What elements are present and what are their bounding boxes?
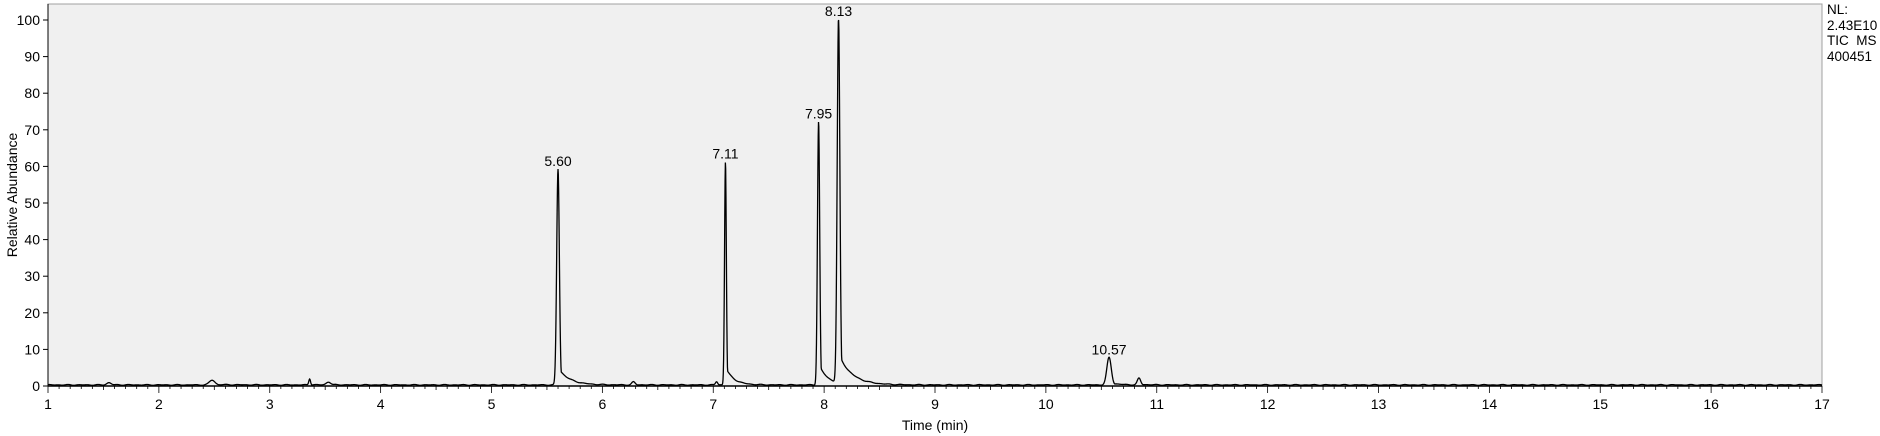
y-axis: 0 10 20 30 40 50 60 70 80 90 100 — [17, 12, 48, 394]
x-tick-label: 3 — [266, 396, 274, 412]
peak-label: 7.95 — [805, 105, 832, 121]
y-tick-label: 90 — [24, 49, 40, 65]
x-tick-label: 13 — [1371, 396, 1387, 412]
normalization-label: NL: — [1827, 2, 1849, 17]
x-tick-label: 15 — [1592, 396, 1608, 412]
x-tick-label: 11 — [1149, 396, 1164, 412]
x-tick-label: 10 — [1038, 396, 1054, 412]
normalization-value: 2.43E10 — [1827, 17, 1878, 33]
y-axis-title: Relative Abundance — [4, 133, 20, 258]
x-tick-label: 8 — [820, 396, 828, 412]
x-tick-label: 1 — [44, 396, 52, 412]
x-tick-label: 9 — [931, 396, 939, 412]
y-tick-label: 10 — [24, 341, 40, 357]
x-axis: 1 2 3 4 5 6 7 8 9 10 11 12 13 14 15 16 17 — [44, 386, 1830, 412]
y-tick-label: 0 — [32, 378, 40, 394]
y-tick-label: 70 — [24, 122, 40, 138]
y-tick-label: 100 — [17, 12, 41, 28]
x-tick-label: 5 — [488, 396, 496, 412]
x-tick-label: 12 — [1260, 396, 1276, 412]
peak-label: 5.60 — [544, 153, 571, 169]
sample-id: 400451 — [1827, 48, 1873, 64]
y-tick-label: 40 — [24, 232, 40, 248]
y-tick-label: 20 — [24, 305, 40, 321]
peak-label: 8.13 — [825, 3, 852, 19]
x-axis-title: Time (min) — [902, 417, 968, 433]
peak-labels: 5.60 7.11 7.95 8.13 10.57 — [544, 3, 1126, 358]
scan-type: TIC MS — [1827, 33, 1877, 48]
y-tick-label: 60 — [24, 158, 40, 174]
y-tick-label: 80 — [24, 85, 40, 101]
x-tick-label: 17 — [1814, 396, 1830, 412]
x-tick-label: 14 — [1482, 396, 1498, 412]
chromatogram-trace — [47, 19, 1823, 386]
y-tick-label: 50 — [24, 195, 40, 211]
scan-info-block: NL: 2.43E10 TIC MS 400451 — [1827, 2, 1877, 64]
plot-area — [47, 3, 1823, 387]
x-tick-label: 16 — [1703, 396, 1719, 412]
y-tick-label: 30 — [24, 268, 40, 284]
peak-label: 7.11 — [712, 146, 738, 162]
x-tick-label: 2 — [155, 396, 163, 412]
x-tick-label: 7 — [709, 396, 717, 412]
peak-label: 10.57 — [1092, 342, 1127, 358]
x-tick-label: 6 — [598, 396, 606, 412]
x-tick-label: 4 — [377, 396, 385, 412]
